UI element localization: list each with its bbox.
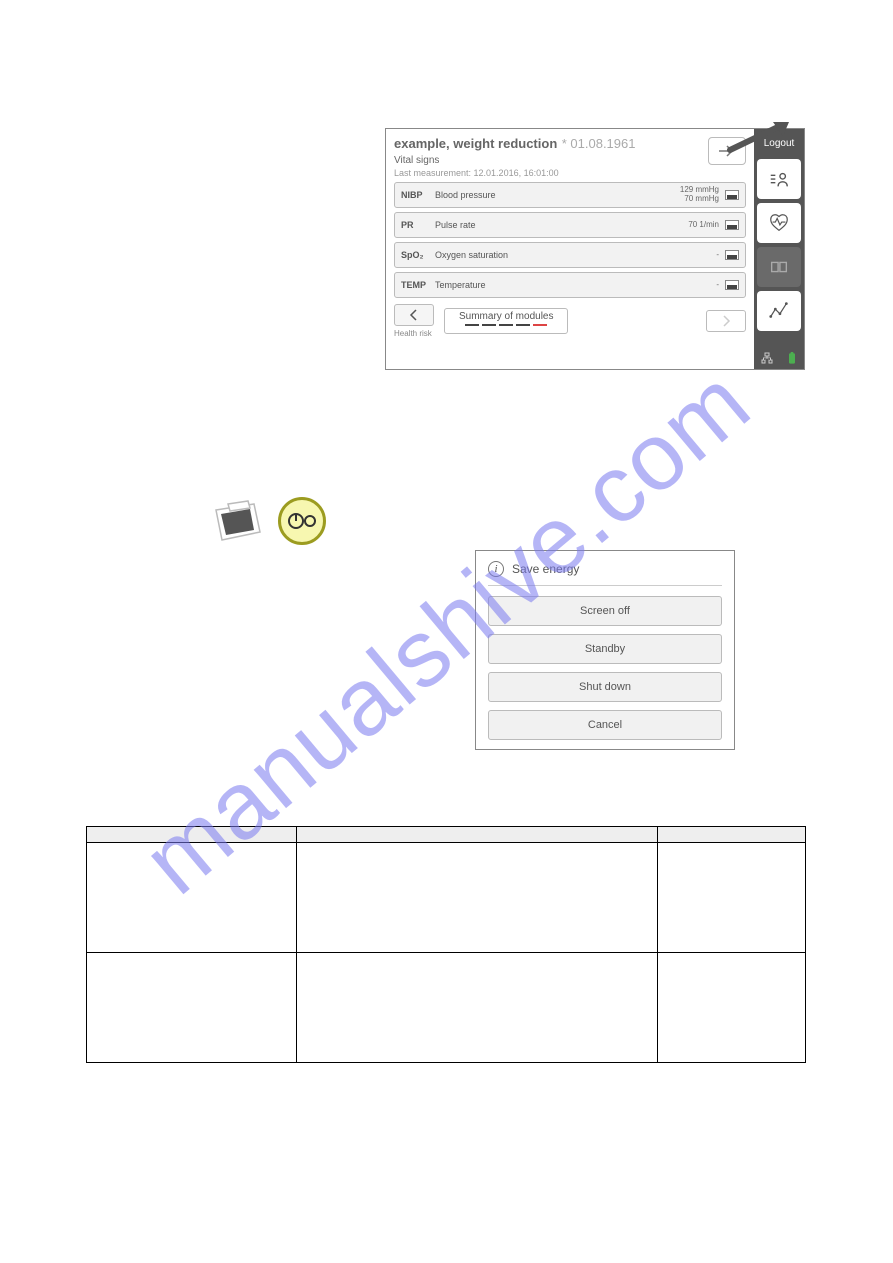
prev-button[interactable] [394, 304, 434, 326]
vital-value: - [716, 281, 719, 290]
power-button-icon [278, 497, 326, 545]
vital-abbr: TEMP [401, 280, 435, 290]
battery-icon [786, 352, 798, 364]
vital-value: - [716, 251, 719, 260]
next-button[interactable] [706, 310, 746, 332]
monitor-device-icon [208, 496, 266, 546]
vital-label: Oxygen saturation [435, 250, 716, 260]
shut-down-button[interactable]: Shut down [488, 672, 722, 702]
sidebar-patient-button[interactable] [757, 159, 801, 199]
table-header-row [87, 827, 806, 843]
table-cell [658, 843, 806, 953]
table-cell [658, 953, 806, 1063]
table-header [87, 827, 297, 843]
info-table [86, 826, 806, 1063]
last-measurement: Last measurement: 12.01.2016, 16:01:00 [394, 168, 746, 178]
table-cell [87, 953, 297, 1063]
network-icon [761, 352, 773, 364]
vital-value: 129 mmHg 70 mmHg [680, 186, 719, 204]
status-bar [754, 347, 804, 369]
table-row [87, 843, 806, 953]
vital-label: Pulse rate [435, 220, 688, 230]
info-icon: i [488, 561, 504, 577]
module-indicator [459, 324, 553, 326]
vital-row-spo2[interactable]: SpO₂ Oxygen saturation - [394, 242, 746, 268]
chart-icon [725, 280, 739, 290]
heart-rate-icon [768, 212, 790, 234]
device-icons [208, 496, 326, 546]
vital-abbr: SpO₂ [401, 250, 435, 260]
module-icon [768, 256, 790, 278]
trend-icon [768, 300, 790, 322]
summary-label: Summary of modules [459, 311, 553, 322]
chart-icon [725, 250, 739, 260]
health-risk-label: Health risk [394, 329, 434, 338]
screen-off-button[interactable]: Screen off [488, 596, 722, 626]
standby-button[interactable]: Standby [488, 634, 722, 664]
table-row [87, 953, 806, 1063]
patient-dob: * 01.08.1961 [562, 136, 636, 151]
patient-icon [768, 168, 790, 190]
sidebar: Logout [754, 129, 804, 369]
table-header [296, 827, 657, 843]
vital-row-nibp[interactable]: NIBP Blood pressure 129 mmHg 70 mmHg [394, 182, 746, 208]
sidebar-vitals-button[interactable] [757, 203, 801, 243]
divider [488, 585, 722, 586]
sidebar-trend-button[interactable] [757, 291, 801, 331]
vital-abbr: PR [401, 220, 435, 230]
vital-label: Blood pressure [435, 190, 680, 200]
summary-button[interactable]: Summary of modules [444, 308, 568, 334]
save-energy-dialog: i Save energy Screen off Standby Shut do… [475, 550, 735, 750]
table-header [658, 827, 806, 843]
vital-signs-panel: example, weight reduction * 01.08.1961 V… [385, 128, 805, 370]
chart-icon [725, 220, 739, 230]
vital-value: 70 1/min [688, 221, 719, 230]
table-cell [296, 843, 657, 953]
chevron-left-icon [409, 309, 419, 321]
dialog-title: Save energy [512, 562, 579, 576]
sidebar-module-button[interactable] [757, 247, 801, 287]
table-cell [296, 953, 657, 1063]
vital-abbr: NIBP [401, 190, 435, 200]
vital-row-temp[interactable]: TEMP Temperature - [394, 272, 746, 298]
chart-icon [725, 190, 739, 200]
table-cell [87, 843, 297, 953]
arrow-annotation [725, 118, 805, 158]
chevron-right-icon [721, 315, 731, 327]
cancel-button[interactable]: Cancel [488, 710, 722, 740]
vital-label: Temperature [435, 280, 716, 290]
vital-row-pr[interactable]: PR Pulse rate 70 1/min [394, 212, 746, 238]
standby-icon [287, 509, 317, 533]
patient-name: example, weight reduction [394, 136, 557, 151]
panel-subtitle: Vital signs [394, 155, 746, 166]
